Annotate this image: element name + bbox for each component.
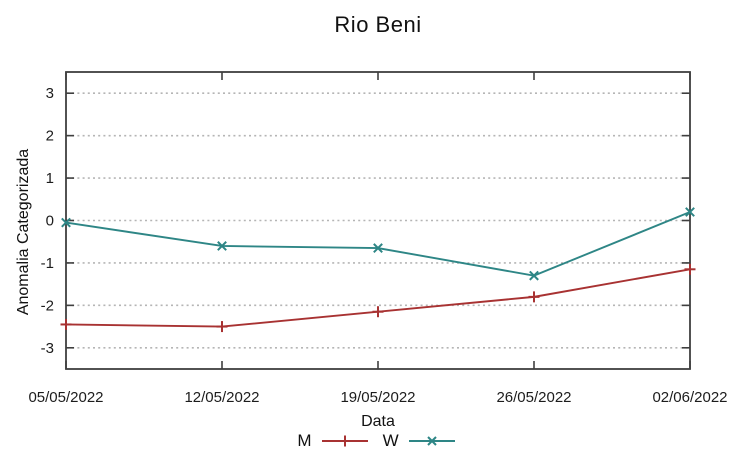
x-tick-label: 12/05/2022 <box>184 389 259 406</box>
x-tick-label: 19/05/2022 <box>340 389 415 406</box>
legend-item-M: M <box>297 431 368 451</box>
legend-sample-W <box>408 436 455 446</box>
series-W-line <box>65 211 691 277</box>
y-tick-label: -3 <box>41 340 54 357</box>
chart-title: Rio Beni <box>334 12 422 37</box>
y-tick-label: 3 <box>46 85 54 102</box>
y-tick-label: -1 <box>41 255 54 272</box>
legend-item-W: W <box>383 431 456 451</box>
series-M-line <box>65 268 691 328</box>
plot-border <box>65 71 691 370</box>
legend-label-M: M <box>297 431 312 450</box>
y-tick-label: -2 <box>41 297 54 314</box>
series-W-marker <box>217 241 227 251</box>
legend-label-W: W <box>382 431 399 450</box>
x-tick-label: 26/05/2022 <box>496 389 571 406</box>
y-tick-label: 1 <box>46 170 54 187</box>
x-tick-label: 05/05/2022 <box>28 389 103 406</box>
y-tick-label: 0 <box>46 213 54 230</box>
y-tick-label: 2 <box>46 128 54 145</box>
series-W-marker <box>61 217 71 228</box>
y-axis-label: Anomalia Categorizada <box>15 148 32 316</box>
legend-sample-M <box>321 435 368 447</box>
x-tick-label: 02/06/2022 <box>652 389 727 406</box>
series-W-marker <box>529 270 539 281</box>
series-W-marker <box>373 243 383 253</box>
x-axis-label: Data <box>361 413 395 430</box>
series-W-marker <box>685 207 695 217</box>
